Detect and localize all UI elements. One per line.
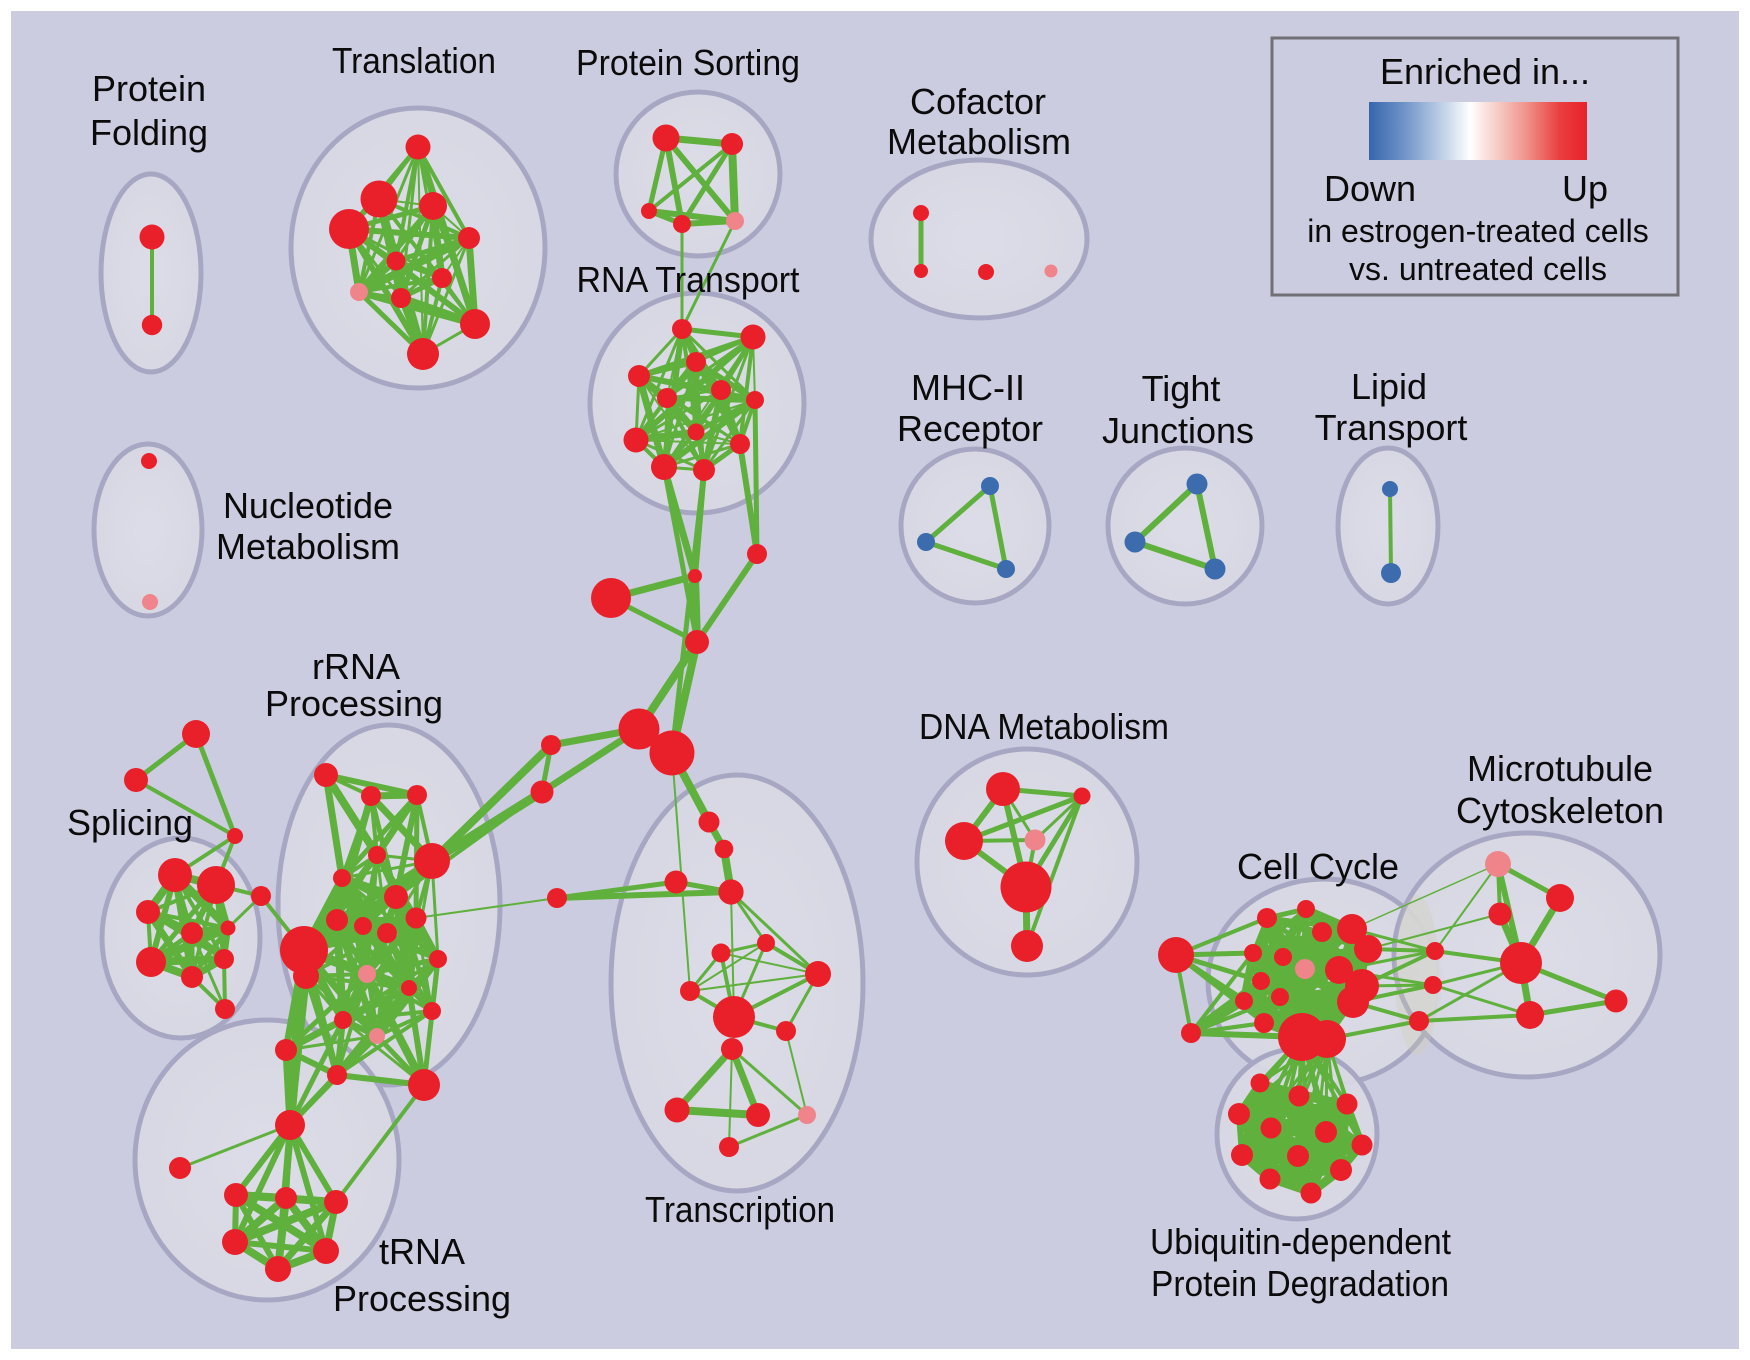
- svg-text:Receptor: Receptor: [897, 408, 1043, 449]
- svg-text:tRNA: tRNA: [379, 1231, 465, 1272]
- svg-text:Cell Cycle: Cell Cycle: [1237, 846, 1399, 887]
- svg-text:Protein Degradation: Protein Degradation: [1151, 1263, 1449, 1304]
- svg-text:Tight: Tight: [1142, 368, 1221, 409]
- svg-text:in estrogen-treated cells: in estrogen-treated cells: [1307, 213, 1649, 249]
- svg-text:Protein: Protein: [92, 68, 206, 109]
- svg-text:Lipid: Lipid: [1351, 366, 1427, 407]
- svg-text:Processing: Processing: [265, 683, 443, 724]
- svg-text:Down: Down: [1324, 168, 1416, 209]
- svg-text:vs. untreated cells: vs. untreated cells: [1349, 251, 1607, 287]
- svg-text:Junctions: Junctions: [1102, 410, 1254, 451]
- svg-text:Folding: Folding: [90, 112, 208, 153]
- svg-text:Processing: Processing: [333, 1278, 511, 1319]
- svg-text:Ubiquitin-dependent: Ubiquitin-dependent: [1150, 1221, 1451, 1262]
- svg-text:DNA Metabolism: DNA Metabolism: [919, 706, 1169, 747]
- svg-text:Transcription: Transcription: [645, 1189, 835, 1230]
- svg-text:Nucleotide: Nucleotide: [223, 485, 393, 526]
- svg-text:Microtubule: Microtubule: [1467, 748, 1653, 789]
- svg-text:Metabolism: Metabolism: [887, 121, 1071, 162]
- svg-text:Enriched in...: Enriched in...: [1380, 51, 1590, 92]
- svg-text:Translation: Translation: [332, 40, 496, 81]
- svg-text:Up: Up: [1562, 168, 1608, 209]
- svg-text:Cytoskeleton: Cytoskeleton: [1456, 790, 1664, 831]
- svg-text:Protein Sorting: Protein Sorting: [576, 42, 800, 83]
- svg-text:Cofactor: Cofactor: [910, 81, 1046, 122]
- svg-text:Transport: Transport: [1315, 407, 1468, 448]
- svg-text:RNA Transport: RNA Transport: [577, 259, 800, 300]
- svg-text:Metabolism: Metabolism: [216, 526, 400, 567]
- svg-text:rRNA: rRNA: [312, 646, 400, 687]
- svg-text:Splicing: Splicing: [67, 802, 193, 843]
- svg-text:MHC-II: MHC-II: [911, 367, 1025, 408]
